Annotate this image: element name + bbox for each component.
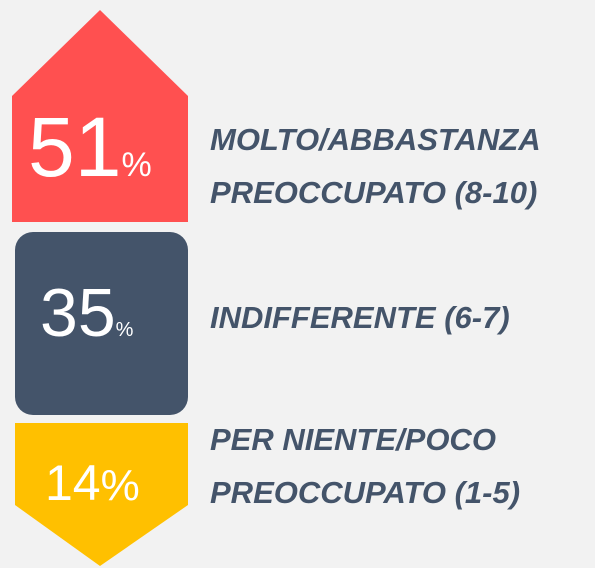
down-arrow: [15, 423, 188, 566]
up-arrow: [12, 10, 188, 222]
unit: %: [101, 461, 140, 510]
value: 14: [45, 455, 101, 511]
category-label: PREOCCUPATO (8-10): [210, 175, 537, 210]
unit: %: [116, 319, 134, 341]
labels: MOLTO/ABBASTANZA PREOCCUPATO (8-10) INDI…: [210, 122, 541, 510]
value-label: 51%: [28, 100, 152, 194]
value-label: 14%: [45, 455, 140, 511]
category-label: INDIFFERENTE (6-7): [210, 300, 510, 335]
shapes: [12, 10, 188, 566]
value-label: 35%: [40, 275, 134, 351]
rounded-box: [15, 232, 188, 415]
category-label: PER NIENTE/POCO: [210, 422, 496, 457]
category-label: MOLTO/ABBASTANZA: [210, 122, 541, 157]
value: 35: [40, 275, 116, 351]
unit: %: [121, 146, 151, 184]
category-label: PREOCCUPATO (1-5): [210, 475, 520, 510]
value: 51: [28, 100, 121, 194]
